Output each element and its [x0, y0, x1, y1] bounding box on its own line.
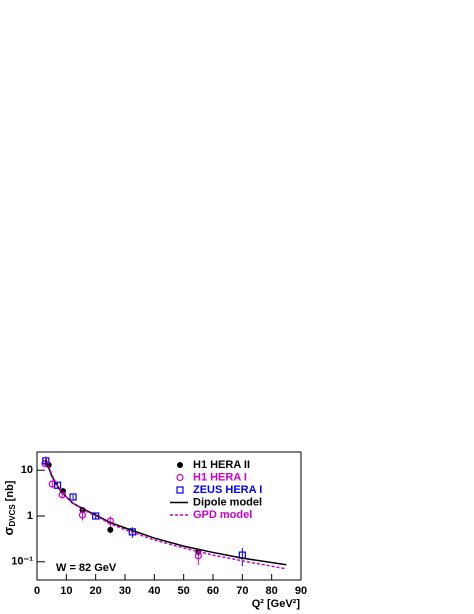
x-tick-label: 90 — [295, 585, 307, 597]
legend-symbol — [176, 486, 184, 494]
legend-label: GPD model — [193, 509, 252, 521]
x-tick-label: 50 — [178, 585, 190, 597]
y-axis-label: σDVCS [nb] — [1, 480, 17, 535]
y-tick-label: 10 — [21, 464, 33, 476]
x-tick-label: 70 — [236, 585, 248, 597]
legend-label: H1 HERA II — [193, 459, 250, 471]
annotation: W = 82 GeV — [56, 562, 117, 574]
legend-label: ZEUS HERA I — [193, 484, 262, 496]
y-label-symbol: σ — [1, 526, 16, 535]
x-tick-label: 40 — [148, 585, 160, 597]
legend-label: H1 HERA I — [193, 471, 247, 483]
x-tick-label: 80 — [266, 585, 278, 597]
x-tick-label: 60 — [207, 585, 219, 597]
legend-symbol — [177, 462, 183, 468]
legend-symbol — [176, 473, 184, 482]
y-tick-label: 10⁻¹ — [11, 556, 33, 568]
x-tick-label: 30 — [119, 585, 131, 597]
data-point — [194, 552, 202, 560]
data-point — [69, 493, 77, 501]
data-point — [48, 480, 56, 488]
x-tick-label: 0 — [34, 585, 40, 597]
y-label-unit: [nb] — [4, 480, 16, 501]
data-point — [78, 511, 87, 519]
legend-label: Dipole model — [193, 496, 262, 508]
x-axis-label: Q² [GeV²] — [252, 598, 301, 610]
y-label-sub: DVCS — [8, 504, 17, 527]
x-tick-label: 10 — [60, 585, 72, 597]
data-point — [53, 481, 62, 489]
x-tick-label: 20 — [90, 585, 102, 597]
model-line — [45, 456, 287, 570]
y-tick-label: 1 — [27, 510, 33, 522]
data-point — [107, 526, 114, 533]
